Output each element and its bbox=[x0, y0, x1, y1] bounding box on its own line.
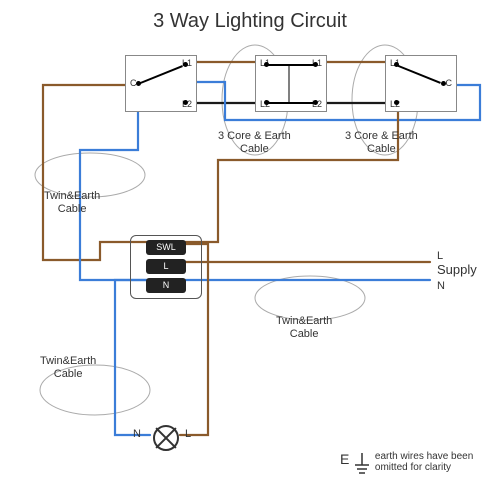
supply-label: Supply bbox=[437, 262, 477, 278]
earth-note: E earth wires have been omitted for clar… bbox=[340, 451, 500, 475]
switch-2way-left: L1 L2 C bbox=[125, 55, 197, 112]
diagram-canvas: 3 Way Lighting Circuit L1 L2 C L1 L1 L2 … bbox=[0, 0, 500, 500]
terminal-l: L bbox=[146, 259, 186, 274]
lamp-n-label: N bbox=[133, 428, 141, 441]
lamp-symbol bbox=[153, 425, 179, 451]
switch-2way-right: L1 L2 C bbox=[385, 55, 457, 112]
supply-l: L bbox=[437, 250, 443, 263]
junction-box: SWL L N bbox=[130, 235, 202, 299]
earth-icon bbox=[352, 451, 372, 475]
diagram-title: 3 Way Lighting Circuit bbox=[0, 10, 500, 33]
supply-n: N bbox=[437, 280, 445, 293]
terminal-n: N bbox=[146, 278, 186, 293]
cable-label: Twin&Earth Cable bbox=[40, 355, 96, 381]
cable-label: 3 Core & Earth Cable bbox=[345, 130, 418, 156]
lamp-l-label: L bbox=[185, 428, 191, 441]
earth-note-text: earth wires have been omitted for clarit… bbox=[375, 451, 473, 473]
cable-label: 3 Core & Earth Cable bbox=[218, 130, 291, 156]
cable-label: Twin&Earth Cable bbox=[276, 315, 332, 341]
cable-label: Twin&Earth Cable bbox=[44, 190, 100, 216]
earth-symbol-e: E bbox=[340, 451, 349, 467]
terminal-label-c: C bbox=[446, 78, 453, 88]
terminal-swl: SWL bbox=[146, 240, 186, 255]
switch-intermediate: L1 L1 L2 L2 bbox=[255, 55, 327, 112]
